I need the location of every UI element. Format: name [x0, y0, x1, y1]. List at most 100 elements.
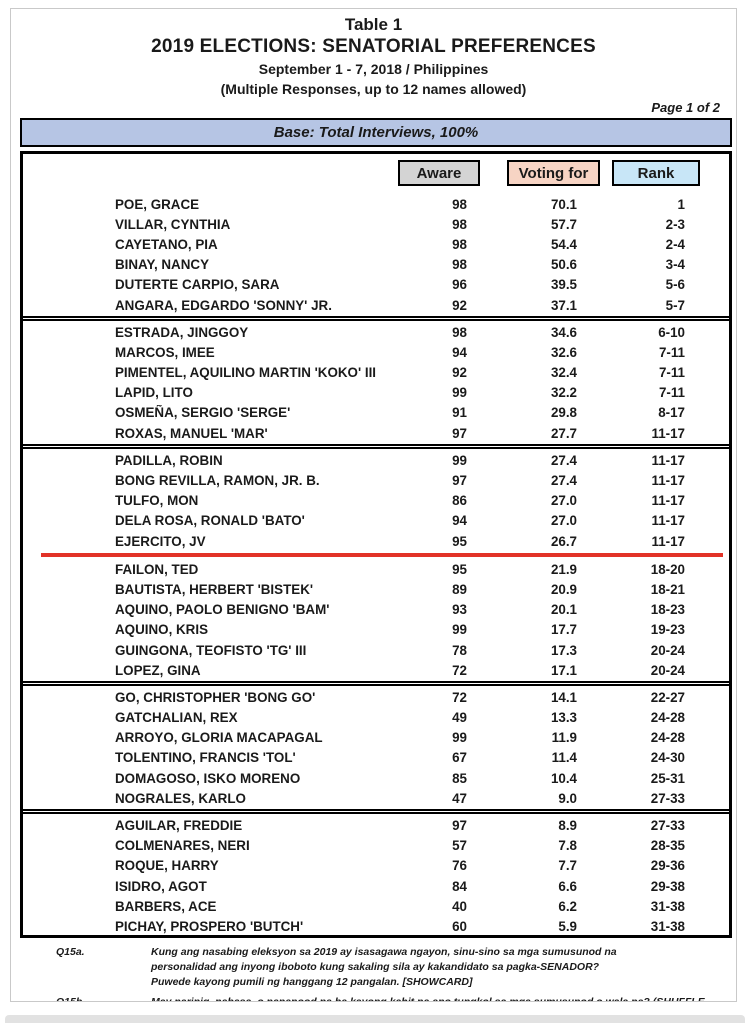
rank-value: 18-20: [650, 561, 685, 577]
table-row: LOPEZ, GINA 72 17.1 20-24: [23, 660, 729, 680]
preferences-table: Aware Voting for Rank POE, GRACE 98 70.1 1 V…: [20, 151, 732, 938]
table-row: LAPID, LITO 99 32.2 7-11: [23, 383, 729, 403]
rank-value: 27-33: [650, 818, 685, 834]
table-row: MARCOS, IMEE 94 32.6 7-11: [23, 342, 729, 362]
candidate-name: GO, CHRISTOPHER 'BONG GO': [115, 689, 316, 705]
table-row: PADILLA, ROBIN 99 27.4 11-17: [23, 450, 729, 470]
aware-value: 99: [452, 385, 467, 401]
rank-value: 25-31: [650, 770, 685, 786]
candidate-name: BAUTISTA, HERBERT 'BISTEK': [115, 581, 314, 597]
rank-value: 24-28: [650, 710, 685, 726]
voting-for-value: 17.1: [550, 662, 577, 678]
table-row: PICHAY, PROSPERO 'BUTCH' 60 5.9 31-38: [23, 916, 729, 936]
candidate-group: PADILLA, ROBIN 99 27.4 11-17 BONG REVILLA, R…: [23, 450, 729, 551]
voting-for-value: 32.6: [550, 344, 577, 360]
aware-value: 67: [452, 750, 467, 766]
footnote-q15b: Q15b. May narinig, nabasa, o napanood na…: [11, 995, 736, 1001]
table-row: POE, GRACE 98 70.1 1: [23, 194, 729, 214]
table-row: CAYETANO, PIA 98 54.4 2-4: [23, 234, 729, 254]
aware-value: 98: [452, 257, 467, 273]
candidate-name: TOLENTINO, FRANCIS 'TOL': [115, 750, 296, 766]
candidate-name: ARROYO, GLORIA MACAPAGAL: [115, 730, 323, 746]
aware-value: 72: [452, 662, 467, 678]
aware-value: 98: [452, 236, 467, 252]
table-row: NOGRALES, KARLO 47 9.0 27-33: [23, 788, 729, 808]
candidate-name: LOPEZ, GINA: [115, 662, 201, 678]
voting-for-value: 14.1: [550, 689, 577, 705]
next-page-edge: [5, 1015, 745, 1023]
candidate-name: VILLAR, CYNTHIA: [115, 216, 231, 232]
aware-value: 89: [452, 581, 467, 597]
candidate-group: POE, GRACE 98 70.1 1 VILLAR, CYNTHIA 98 57.7 2-…: [23, 194, 729, 315]
table-row: ANGARA, EDGARDO 'SONNY' JR. 92 37.1 5-7: [23, 295, 729, 315]
table-row: AQUINO, PAOLO BENIGNO 'BAM' 93 20.1 18-23: [23, 600, 729, 620]
table-row: BINAY, NANCY 98 50.6 3-4: [23, 255, 729, 275]
table-rows: POE, GRACE 98 70.1 1 VILLAR, CYNTHIA 98 57.7 2-…: [23, 194, 729, 937]
rank-value: 11-17: [651, 425, 685, 441]
table-number: Table 1: [344, 15, 403, 34]
candidate-name: AGUILAR, FREDDIE: [115, 818, 243, 834]
aware-value: 57: [452, 838, 467, 854]
aware-value: 91: [452, 405, 467, 421]
rank-value: 11-17: [651, 452, 685, 468]
candidate-name: AQUINO, KRIS: [115, 622, 208, 638]
candidate-name: COLMENARES, NERI: [115, 838, 250, 854]
rank-value: 3-4: [665, 257, 685, 273]
aware-value: 99: [452, 730, 467, 746]
base-banner: Base: Total Interviews, 100%: [20, 118, 732, 147]
footnote-line: personalidad ang inyong iboboto kung sak…: [151, 961, 600, 973]
aware-value: 99: [452, 622, 467, 638]
voting-for-value: 26.7: [550, 533, 577, 549]
rank-value: 5-7: [665, 297, 685, 313]
aware-value: 72: [452, 689, 467, 705]
rank-value: 1: [677, 196, 685, 212]
survey-period: September 1 - 7, 2018 / Philippines: [258, 61, 489, 77]
voting-for-value: 21.9: [550, 561, 577, 577]
table-row: BONG REVILLA, RAMON, JR. B. 97 27.4 11-17: [23, 470, 729, 490]
rank-value: 2-3: [665, 216, 685, 232]
aware-value: 92: [452, 297, 467, 313]
voting-for-value: 57.7: [550, 216, 577, 232]
page-indicator: Page 1 of 2: [651, 100, 720, 115]
aware-value: 47: [452, 790, 467, 806]
rank-value: 6-10: [658, 324, 685, 340]
aware-value: 96: [452, 277, 467, 293]
candidate-group: AGUILAR, FREDDIE 97 8.9 27-33 COLMENARES, NE…: [23, 815, 729, 936]
candidate-group: GO, CHRISTOPHER 'BONG GO' 72 14.1 22-27 GATC…: [23, 687, 729, 808]
candidate-name: PADILLA, ROBIN: [115, 452, 223, 468]
aware-value: 94: [452, 513, 467, 529]
rank-value: 24-30: [650, 750, 685, 766]
footnote-line: Kung ang nasabing eleksyon sa 2019 ay is…: [151, 946, 617, 958]
table-row: BARBERS, ACE 40 6.2 31-38: [23, 896, 729, 916]
candidate-name: PICHAY, PROSPERO 'BUTCH': [115, 918, 304, 934]
rank-value: 7-11: [658, 385, 685, 401]
rank-value: 20-24: [650, 662, 685, 678]
voting-for-value: 27.0: [550, 493, 577, 509]
voting-for-value: 32.4: [550, 365, 577, 381]
voting-for-value: 7.7: [558, 858, 577, 874]
aware-value: 78: [452, 642, 467, 658]
table-row: TOLENTINO, FRANCIS 'TOL' 67 11.4 24-30: [23, 748, 729, 768]
rank-value: 28-35: [650, 838, 685, 854]
rank-value: 22-27: [650, 689, 685, 705]
column-header-voting-for: Voting for: [507, 160, 600, 186]
rank-value: 7-11: [658, 344, 685, 360]
table-row: TULFO, MON 86 27.0 11-17: [23, 491, 729, 511]
voting-for-value: 29.8: [550, 405, 577, 421]
rank-value: 20-24: [650, 642, 685, 658]
voting-for-value: 17.3: [550, 642, 577, 658]
cutoff-line: [41, 553, 723, 558]
rank-value: 8-17: [658, 405, 685, 421]
rank-value: 11-17: [651, 473, 685, 489]
group-separator: [23, 809, 729, 815]
group-separator: [23, 316, 729, 322]
voting-for-value: 37.1: [550, 297, 577, 313]
candidate-name: DUTERTE CARPIO, SARA: [115, 277, 280, 293]
aware-value: 97: [452, 818, 467, 834]
voting-for-value: 20.1: [550, 602, 577, 618]
rank-value: 5-6: [665, 277, 685, 293]
candidate-name: DELA ROSA, RONALD 'BATO': [115, 513, 305, 529]
aware-value: 49: [452, 710, 467, 726]
rank-value: 11-17: [651, 493, 685, 509]
candidate-name: OSMEÑA, SERGIO 'SERGE': [115, 405, 291, 421]
